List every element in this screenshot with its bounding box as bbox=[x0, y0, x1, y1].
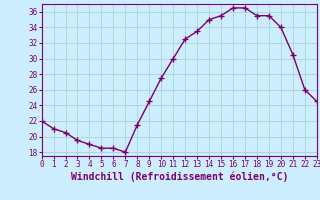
X-axis label: Windchill (Refroidissement éolien,°C): Windchill (Refroidissement éolien,°C) bbox=[70, 172, 288, 182]
